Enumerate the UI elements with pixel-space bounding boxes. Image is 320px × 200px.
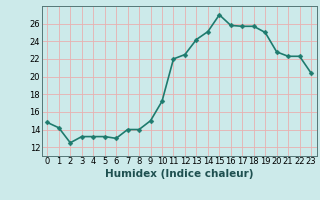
X-axis label: Humidex (Indice chaleur): Humidex (Indice chaleur) — [105, 169, 253, 179]
